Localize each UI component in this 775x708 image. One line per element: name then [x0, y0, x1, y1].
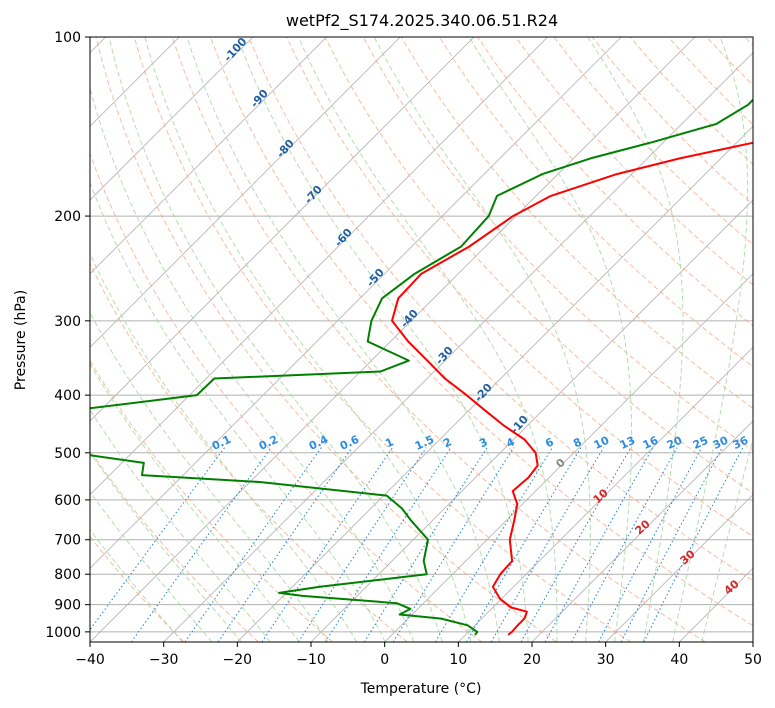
mixing-ratio-label: 25 — [691, 434, 710, 452]
dry-adiabat-line — [210, 37, 753, 627]
y-tick-label: 500 — [54, 446, 81, 462]
dry-adiabat-line — [95, 37, 557, 642]
isotherm-line — [90, 37, 548, 496]
mixing-ratio-line — [392, 447, 515, 642]
moist-adiabat-line — [186, 37, 500, 642]
temperature-line — [391, 141, 753, 636]
x-tick-label: −30 — [149, 652, 179, 668]
isotherm-line — [90, 37, 622, 569]
moist-adiabat-line — [701, 437, 753, 642]
dry-adiabat-line — [90, 449, 259, 642]
y-tick-label: 900 — [54, 598, 81, 614]
moist-adiabat-line — [373, 37, 591, 642]
mixing-ratio-line — [490, 447, 605, 642]
mixing-ratio-label: 13 — [618, 434, 637, 452]
dry-adiabat-line — [133, 37, 632, 642]
x-tick-label: 30 — [597, 652, 615, 668]
x-tick-label: 40 — [670, 652, 688, 668]
isotherm-line — [90, 37, 401, 348]
plot-frame — [89, 36, 754, 643]
mixing-ratio-label: 20 — [665, 434, 685, 452]
moist-adiabat-line — [90, 252, 358, 642]
dry-adiabat-line — [324, 37, 753, 494]
dry-adiabat-line — [171, 37, 706, 642]
isotherm-line — [90, 37, 327, 275]
isotherm-line — [90, 37, 696, 642]
moist-adiabat-line — [298, 37, 558, 642]
mixing-ratio-label: 36 — [731, 434, 751, 452]
isotherm-line — [90, 37, 475, 422]
x-tick-label: 0 — [380, 652, 389, 668]
mixing-ratio-line — [363, 447, 488, 642]
y-tick-label: 600 — [54, 493, 81, 509]
dry-adiabat-line — [248, 37, 753, 582]
x-axis-label: Temperature (°C) — [360, 681, 482, 697]
mixing-ratio-line — [184, 447, 322, 642]
mixing-ratio-line — [217, 447, 353, 642]
moist-adiabat-line — [90, 451, 242, 642]
mixing-ratio-label: 30 — [711, 434, 731, 452]
isotherm-line — [384, 273, 753, 642]
y-axis-label: Pressure (hPa) — [13, 290, 29, 390]
sounding-profiles — [90, 98, 753, 636]
mixing-ratio-line — [643, 447, 744, 642]
mixing-ratio-line — [130, 447, 272, 642]
x-axis-ticks: −40 −30 −20 −10 0 10 20 30 40 50 — [75, 642, 762, 668]
y-tick-label: 300 — [54, 314, 81, 330]
x-tick-label: 20 — [523, 652, 541, 668]
dry-adiabat-line — [90, 359, 334, 642]
x-tick-label: 10 — [449, 652, 467, 668]
isotherm-line — [237, 125, 753, 642]
mixing-ratio-line — [598, 447, 703, 642]
isotherm-line — [310, 199, 753, 642]
dry-adiabat-line — [90, 535, 185, 642]
x-tick-label: −40 — [75, 652, 105, 668]
plot-area: 0.1 0.2 0.4 0.6 1 1.5 2 3 4 6 8 10 13 16 20 25 30 36-100-… — [90, 37, 753, 642]
dewpoint-line — [90, 98, 753, 636]
mixing-ratio-line — [620, 447, 723, 642]
y-tick-label: 1000 — [45, 625, 81, 641]
y-axis-ticks: 100 200 300 400 500 600 700 800 900 1000 — [45, 30, 90, 641]
dry-adiabat-line — [286, 37, 753, 538]
y-tick-label: 200 — [54, 209, 81, 225]
dry-adiabat-line — [400, 37, 753, 409]
moist-adiabat-line — [587, 37, 684, 642]
mixing-ratio-label: 16 — [641, 434, 661, 452]
moist-adiabat-line — [90, 408, 271, 642]
mixing-ratio-line — [261, 447, 394, 642]
mixing-ratio-line — [520, 447, 632, 642]
mixing-ratio-line — [434, 447, 553, 642]
isotherm-line — [531, 420, 753, 642]
x-tick-label: 50 — [744, 652, 762, 668]
moist-adiabat-line — [236, 37, 529, 642]
isotherm-line — [458, 346, 753, 642]
mixing-ratio-label: 10 — [592, 434, 612, 452]
moist-adiabat-line — [468, 37, 633, 642]
x-tick-label: −10 — [296, 652, 326, 668]
isotherm-line — [90, 37, 254, 201]
y-tick-label: 700 — [54, 533, 81, 549]
y-tick-label: 800 — [54, 567, 81, 583]
moist-adiabat-line — [90, 311, 329, 642]
moist-adiabat-line — [108, 37, 443, 642]
isotherm-line — [605, 494, 753, 642]
mixing-ratio-line — [324, 447, 452, 642]
y-tick-label: 400 — [54, 388, 81, 404]
dry-adiabat-line — [362, 37, 753, 452]
dry-adiabat-line — [477, 37, 753, 327]
x-tick-label: −20 — [223, 652, 253, 668]
mixing-ratio-lines — [90, 447, 744, 642]
chart-title: wetPf2_S174.2025.340.06.51.R24 — [286, 11, 558, 31]
y-tick-label: 100 — [54, 30, 81, 46]
mixing-ratio-line — [297, 447, 427, 642]
moist-adiabat-line — [672, 37, 748, 642]
